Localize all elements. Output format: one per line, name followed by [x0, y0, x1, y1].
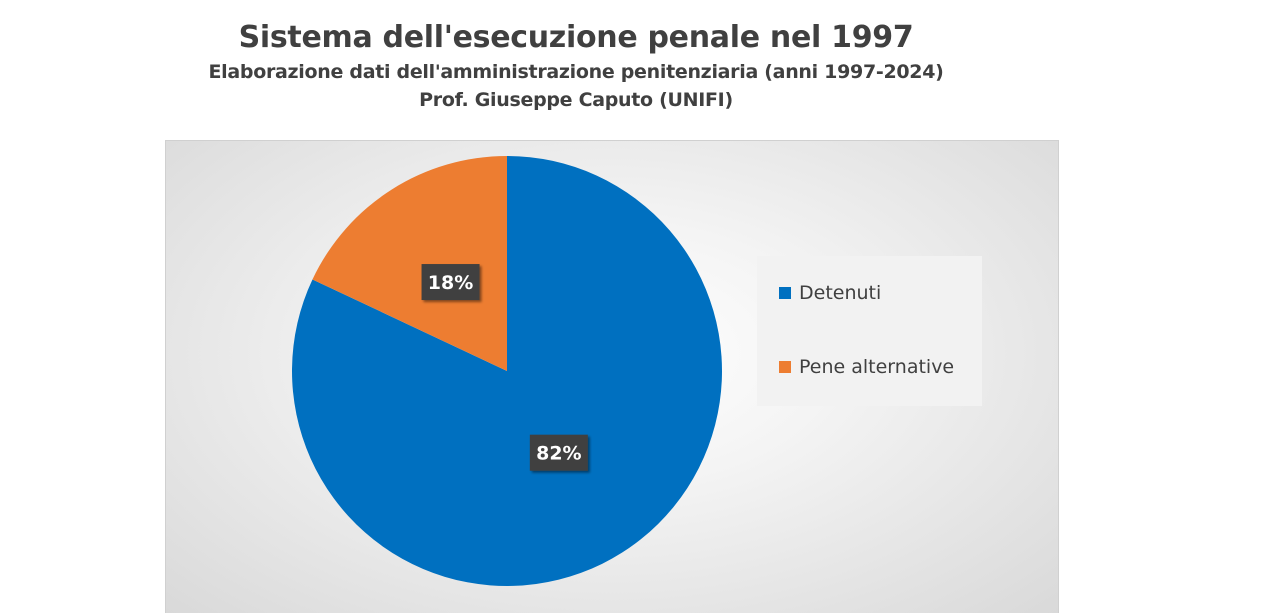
svg-text:18%: 18% — [428, 272, 473, 294]
pie-slice-detenuti — [292, 156, 722, 586]
legend-swatch-pene-alternative — [779, 361, 791, 373]
chart-subtitle-source: Elaborazione dati dell'amministrazione p… — [208, 61, 944, 83]
data-label-detenuti: 82% — [529, 434, 588, 471]
pie-slice-pene-alternative — [312, 156, 507, 371]
chart-titles: Sistema dell'esecuzione penale nel 1997 … — [0, 18, 1152, 114]
legend-swatch-detenuti — [779, 287, 791, 299]
legend-label-detenuti: Detenuti — [799, 282, 882, 304]
legend-label-pene-alternative: Pene alternative — [799, 356, 955, 378]
data-label-pene-alternative: 18% — [421, 264, 480, 301]
chart-title: Sistema dell'esecuzione penale nel 1997 — [238, 20, 914, 55]
legend-item-detenuti: Detenuti — [779, 282, 881, 304]
chart-legend: Detenuti Pene alternative — [757, 256, 982, 406]
legend-item-pene-alternative: Pene alternative — [779, 356, 954, 378]
chart-subtitle-author: Prof. Giuseppe Caputo (UNIFI) — [419, 89, 733, 111]
svg-text:82%: 82% — [536, 443, 581, 465]
